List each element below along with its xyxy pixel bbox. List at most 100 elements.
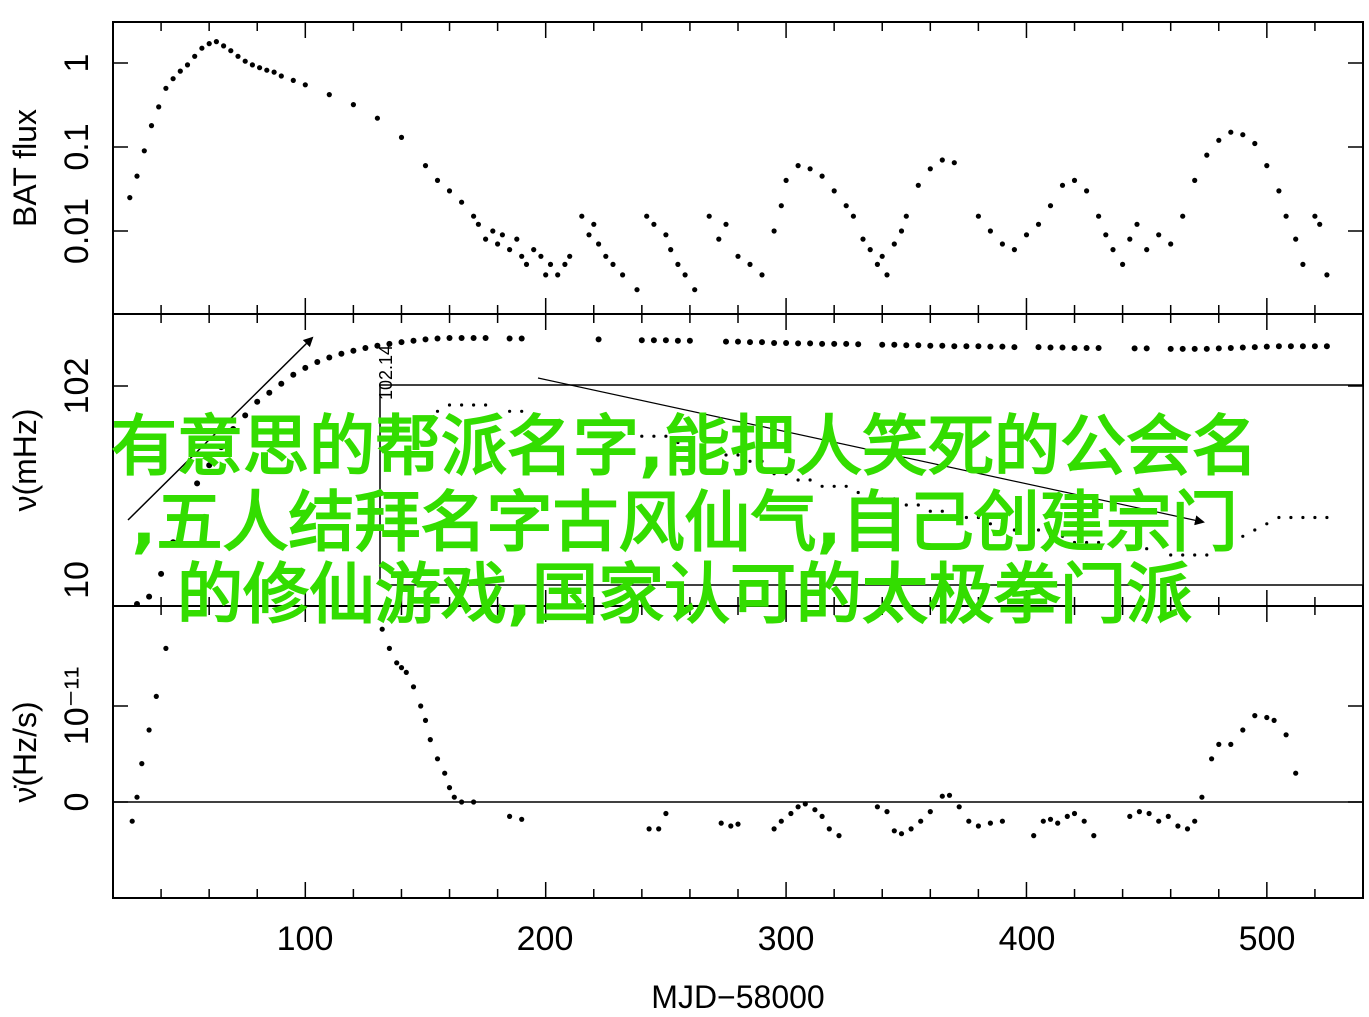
bat-flux-point [374,115,380,121]
frequency-point [987,343,994,350]
bat-flux-point [783,177,789,183]
frequency-derivative-point [874,804,881,810]
frequency-point [915,342,922,349]
frequency-point [999,343,1006,350]
inset-point [1085,540,1089,545]
bat-flux-point [951,160,957,166]
bat-flux-point [663,232,669,238]
xtick-200: 200 [517,920,574,958]
frequency-point [807,340,814,347]
bat-flux-point [831,188,837,194]
bat-flux-point [1084,188,1090,194]
bat-flux-point [723,221,729,227]
frequency-derivative-point [1252,713,1258,719]
frequency-derivative-point [1228,741,1234,748]
bat-flux-point [747,261,753,267]
frequency-derivative-point [1081,818,1087,824]
frequency-point [1071,345,1078,351]
frequency-point [831,340,838,347]
frequency-derivative-point [1064,813,1070,820]
inset-tick-label: 102.14 [376,345,396,400]
bat-flux-point [634,287,640,293]
frequency-derivative-point [898,831,905,837]
frequency-derivative-point [939,793,945,799]
frequency-derivative-point [1283,732,1289,738]
bat-flux-point [987,228,994,234]
bat-flux-point [735,253,741,259]
overlay-text-line-1: 有意思的帮派名字,能把人笑死的公会名 [110,408,1259,485]
bat-flux-point [538,253,544,259]
frequency-point [1083,345,1090,351]
bat-flux-point [898,228,905,234]
frequency-point [1263,343,1270,350]
bat-flux-point [1264,163,1270,169]
inset-point [688,440,692,445]
frequency-point [410,337,417,344]
inset-point [1205,553,1209,557]
frequency-point [1287,343,1294,350]
bat-flux-point [235,53,241,59]
bat-flux-point [1144,247,1150,253]
bat-flux-point [1103,232,1109,238]
bat-flux-point [156,104,162,110]
bat-flux-point [221,43,227,49]
ylabel-bat-flux: BAT flux [7,109,43,227]
bat-flux-point [843,203,849,209]
ylabel-frequency: ν(mHz) [7,408,43,511]
xtick-400: 400 [999,920,1056,958]
frequency-derivative-point [891,828,897,834]
frequency-point [903,342,910,349]
inset-point [1265,522,1269,526]
frequency-derivative-point [646,826,652,832]
inset-point [760,459,764,463]
frequency-point [302,364,309,371]
ytick-nudot-0: 0 [58,793,96,812]
inset-point [1277,515,1281,520]
frequency-derivative-point [442,770,448,776]
frequency-point [278,380,285,387]
bat-flux-point [543,272,549,278]
frequency-point [338,350,345,357]
bat-flux-point [771,228,777,234]
frequency-point [1167,345,1174,352]
inset-point [1133,547,1137,551]
bat-flux-point [1283,213,1289,219]
ytick-bat-2: 1 [58,54,96,73]
bat-flux-point [915,182,921,188]
frequency-derivative-point [1240,727,1246,733]
inset-point [652,434,656,438]
frequency-point [1035,344,1042,351]
bat-flux-point [586,232,592,238]
bat-flux-point [350,102,356,108]
frequency-derivative-point [795,804,801,810]
xtick-300: 300 [758,920,815,958]
bat-flux-point [682,272,688,278]
bat-flux-point [644,213,650,219]
inset-point [904,503,908,507]
ytick-bat-1: 0.1 [58,123,96,170]
frequency-point [374,342,381,349]
bat-flux-point [1216,137,1222,143]
inset-point [1181,553,1185,557]
frequency-point [266,389,273,396]
frequency-point [326,354,333,361]
bat-flux-point [591,221,597,227]
bat-flux-point [1324,272,1330,278]
frequency-derivative-point [1271,717,1277,724]
frequency-derivative-point [812,807,818,813]
frequency-point [1251,344,1258,351]
frequency-point [1299,343,1306,350]
frequency-point [206,462,213,469]
frequency-point [194,480,201,487]
bat-flux-point [499,232,505,238]
inset-panel [379,384,1364,586]
bat-flux-point [134,173,140,179]
bat-flux-point [850,213,857,219]
frequency-point [1311,343,1318,350]
inset-series [435,403,1329,557]
frequency-point [158,570,165,577]
frequency-derivative-point [519,816,525,822]
inset-point [1241,534,1245,538]
frequency-derivative-point [999,818,1006,824]
bat-flux-point [716,236,722,242]
